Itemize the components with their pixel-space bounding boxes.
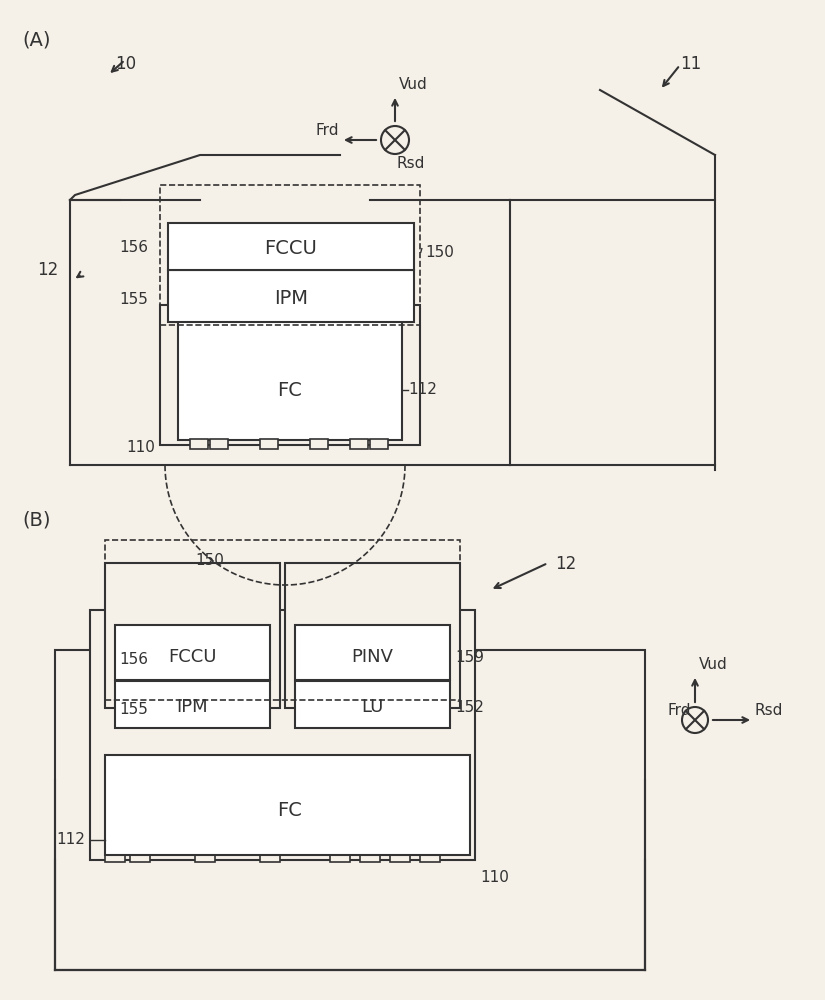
Text: IPM: IPM (274, 288, 308, 308)
Text: FC: FC (277, 800, 303, 820)
Text: 12: 12 (555, 555, 576, 573)
Text: FCCU: FCCU (167, 648, 216, 666)
Text: 112: 112 (56, 832, 85, 848)
Text: FCCU: FCCU (265, 238, 318, 257)
Text: LU: LU (361, 698, 383, 716)
Text: Frd: Frd (315, 123, 339, 138)
Bar (260, 439, 278, 449)
Bar (115, 681, 270, 728)
Bar (130, 850, 150, 862)
Text: 10: 10 (115, 55, 136, 73)
Text: (B): (B) (22, 510, 50, 529)
Bar (105, 850, 125, 862)
Bar (105, 540, 460, 700)
Bar (90, 610, 475, 860)
Text: 155: 155 (119, 702, 148, 718)
Bar (350, 439, 368, 449)
Bar (360, 850, 380, 862)
Text: 156: 156 (119, 240, 148, 255)
Bar (285, 563, 460, 708)
Bar (210, 439, 228, 449)
Text: 150: 150 (425, 245, 454, 260)
Text: 11: 11 (680, 55, 701, 73)
Text: Frd: Frd (667, 703, 691, 718)
Text: 12: 12 (37, 261, 58, 279)
Text: 110: 110 (126, 440, 155, 455)
Text: Rsd: Rsd (755, 703, 784, 718)
Bar (295, 625, 450, 680)
Bar (105, 563, 280, 708)
Bar (178, 320, 402, 440)
Text: FC: FC (277, 380, 303, 399)
Text: IPM: IPM (177, 698, 208, 716)
Text: 155: 155 (119, 292, 148, 308)
Bar (168, 270, 414, 322)
Bar (160, 185, 420, 325)
Bar (105, 755, 470, 855)
Text: 110: 110 (480, 870, 509, 885)
Bar (330, 850, 350, 862)
Bar (295, 681, 450, 728)
Bar (168, 223, 414, 270)
Text: Vud: Vud (699, 657, 728, 672)
Bar (190, 439, 208, 449)
Bar (310, 439, 328, 449)
Text: 156: 156 (119, 652, 148, 668)
Bar (160, 305, 420, 445)
Text: 152: 152 (455, 700, 484, 716)
Bar (370, 439, 388, 449)
Text: 150: 150 (196, 553, 224, 568)
Text: PINV: PINV (351, 648, 393, 666)
Bar (115, 625, 270, 680)
Bar (260, 850, 280, 862)
Text: (A): (A) (22, 30, 50, 49)
Text: Vud: Vud (399, 77, 427, 92)
Bar (195, 850, 215, 862)
Bar (55, 650, 645, 970)
Text: 159: 159 (455, 650, 484, 666)
Text: Rsd: Rsd (397, 156, 426, 171)
Bar (390, 850, 410, 862)
Text: 112: 112 (408, 382, 437, 397)
Bar (420, 850, 440, 862)
